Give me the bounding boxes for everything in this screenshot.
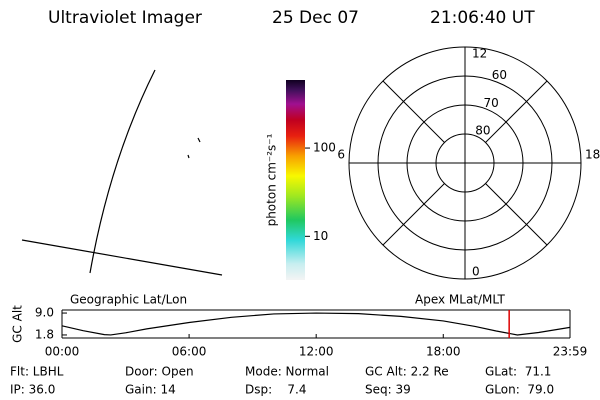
title: Ultraviolet Imager [48,8,202,28]
mlt-label: 0 [472,265,480,279]
left-label: Geographic Lat/Lon [70,293,187,307]
x-tick-label: 12:00 [299,345,334,359]
x-tick-label: 18:00 [426,345,461,359]
date: 25 Dec 07 [272,8,359,28]
colorbar-label: photon cm⁻²s⁻¹ [265,133,279,226]
status-field: GC Alt: 2.2 Re [365,365,449,379]
status-field: Seq: 39 [365,383,411,397]
status-field: GLat: 71.1 [485,365,551,379]
mlt-label: 18 [585,148,600,162]
altitude-line [61,312,571,336]
lat-label: 60 [492,68,507,82]
status-field: Dsp: 7.4 [245,383,307,397]
mlt-label: 12 [472,47,487,61]
polar-spoke [485,80,548,143]
y-tick-label: 9.0 [35,306,54,320]
lat-label: 80 [475,124,490,138]
lat-label: 70 [483,96,498,110]
status-field: IP: 36.0 [10,383,55,397]
x-tick-label: 23:59 [553,345,588,359]
polar-spoke [485,183,548,246]
map-line [21,239,223,276]
right-label: Apex MLat/MLT [415,293,505,307]
status-field: GLon: 79.0 [485,383,554,397]
status-field: Gain: 14 [125,383,176,397]
y-tick-label: 1.8 [35,327,54,341]
x-tick-label: 00:00 [45,345,80,359]
status-field: Flt: LBHL [10,365,64,379]
colorbar [286,80,305,280]
status-field: Mode: Normal [245,365,329,379]
x-tick-label: 06:00 [172,345,207,359]
y-axis-label: GC Alt [11,305,25,343]
time: 21:06:40 UT [430,8,535,28]
mlt-label: 6 [337,148,345,162]
polar-spoke [382,183,445,246]
colorbar-tick-label: 100 [313,141,336,155]
colorbar-tick-label: 10 [313,229,328,243]
status-field: Door: Open [125,365,194,379]
speckle [187,137,201,159]
polar-spoke [382,80,445,143]
image-panel [21,69,223,276]
map-line [89,69,156,274]
